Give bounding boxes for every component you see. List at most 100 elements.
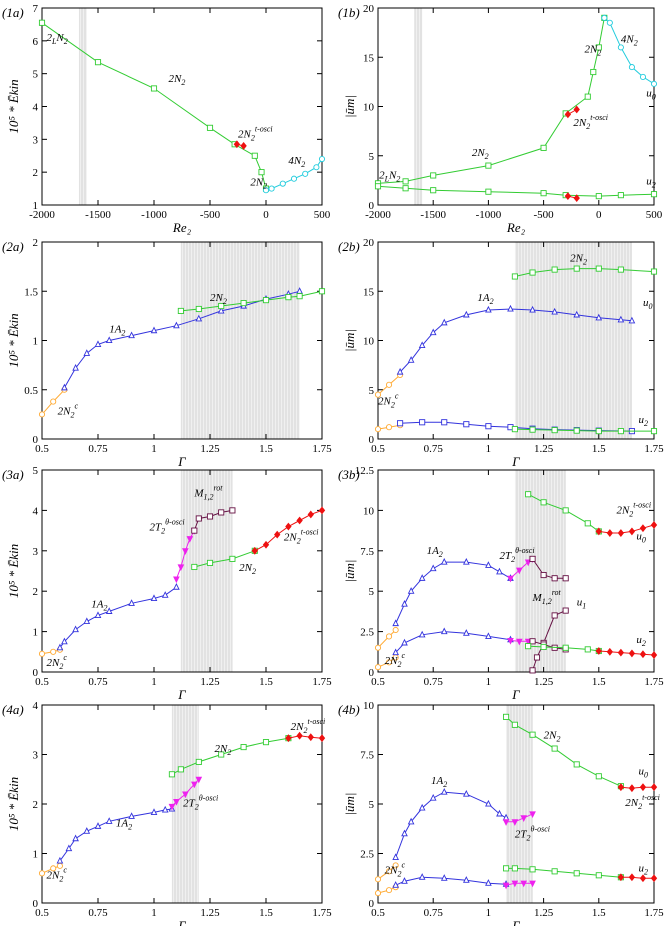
- series-annotation: 2N2t-osci: [573, 113, 608, 131]
- series-annotation: 2N2t-osci: [616, 501, 651, 519]
- data-series: [374, 626, 399, 651]
- chart-panel-2b: 0.5 0.75 1 1.25 1.5 1.75 0 5 10 15 20(2b) Γ |ūm| 1A2…: [338, 237, 664, 469]
- x-tick-label: 1.25: [534, 443, 554, 455]
- y-axis-label: |ūm|: [342, 95, 357, 118]
- data-point: [392, 626, 399, 634]
- data-point: [639, 73, 647, 80]
- y-tick-label: 1: [33, 200, 39, 212]
- data-point: [650, 80, 658, 87]
- chart-panel-1a: -2000 -1500 -1000 -500 0 500 1 2 3 4 5 6 7 (1a) Re₂ 10⁵…: [2, 3, 331, 235]
- data-point: [182, 548, 189, 555]
- data-point: [72, 363, 79, 371]
- data-point: [551, 868, 558, 875]
- data-point: [617, 428, 624, 435]
- data-point: [385, 381, 393, 388]
- data-point: [525, 491, 532, 498]
- data-point: [94, 611, 102, 618]
- x-tick-label: 1.5: [592, 907, 606, 919]
- data-series: [601, 14, 658, 87]
- data-point: [617, 873, 625, 882]
- x-tick-label: 1: [486, 907, 492, 919]
- data-point: [177, 564, 185, 572]
- x-tick-label: 0.5: [35, 443, 49, 455]
- data-series: [595, 521, 658, 537]
- x-tick-label: 500: [314, 209, 331, 221]
- y-tick-label: 2.5: [360, 627, 374, 639]
- data-series: [396, 304, 636, 375]
- data-point: [595, 265, 602, 272]
- data-point: [628, 784, 636, 793]
- x-tick-label: 1.5: [259, 907, 273, 919]
- series-annotation: u2: [636, 634, 646, 648]
- data-point: [507, 575, 514, 583]
- x-axis-label: Γ: [511, 918, 520, 926]
- data-point: [402, 185, 409, 192]
- y-tick-label: 1: [33, 627, 39, 639]
- data-point: [595, 193, 602, 200]
- series-annotation: 2N2: [169, 73, 186, 87]
- data-point: [485, 561, 492, 568]
- series-line: [506, 813, 533, 823]
- data-series: [511, 265, 658, 280]
- data-point: [515, 567, 523, 575]
- data-point: [430, 172, 437, 179]
- data-point: [296, 293, 303, 300]
- data-series: [392, 627, 514, 656]
- data-series: [507, 637, 532, 646]
- plot-frame: [377, 469, 655, 673]
- y-tick-label: 5: [369, 385, 375, 397]
- data-point: [525, 643, 532, 650]
- data-point: [503, 865, 510, 872]
- shaded-region: [78, 8, 87, 205]
- data-point: [617, 44, 624, 51]
- y-axis-label: 10⁵ * Ēkin: [6, 79, 21, 133]
- data-point: [617, 783, 625, 792]
- series-line: [59, 808, 172, 862]
- data-point: [485, 305, 492, 313]
- panel-label: (1b): [338, 5, 360, 20]
- data-point: [573, 194, 580, 203]
- series-line: [505, 882, 533, 886]
- series-annotation: 2T2θ-osci: [183, 793, 218, 811]
- data-point: [83, 349, 91, 356]
- x-tick-label: 0: [263, 209, 269, 221]
- x-tick-label: 0: [596, 209, 602, 221]
- y-tick-label: 3: [33, 134, 39, 146]
- data-point: [462, 558, 470, 565]
- data-point: [168, 771, 175, 778]
- data-point: [318, 734, 326, 743]
- data-point: [540, 499, 547, 506]
- series-annotation: 2LN2: [379, 169, 400, 183]
- data-point: [650, 191, 658, 198]
- data-point: [397, 420, 404, 427]
- data-series: [502, 811, 536, 826]
- data-point: [429, 793, 437, 801]
- data-point: [440, 627, 448, 635]
- data-point: [195, 305, 202, 313]
- data-point: [529, 811, 536, 819]
- series-annotation: 4N2: [621, 33, 638, 47]
- data-point: [392, 648, 399, 656]
- series-line: [532, 640, 566, 650]
- data-point: [374, 426, 382, 433]
- series-line: [377, 17, 605, 184]
- data-point: [628, 64, 635, 71]
- data-point: [105, 607, 113, 614]
- data-point: [628, 649, 636, 658]
- x-tick-label: -500: [534, 209, 555, 221]
- data-point: [313, 164, 320, 171]
- data-point: [485, 799, 492, 807]
- x-tick-label: -1500: [85, 209, 111, 221]
- data-series: [564, 192, 580, 203]
- y-axis-label: 10⁵ * Ēkin: [6, 777, 21, 831]
- data-series: [617, 873, 658, 883]
- x-tick-label: -1000: [476, 209, 502, 221]
- data-point: [240, 744, 247, 751]
- data-point: [285, 522, 292, 531]
- series-line: [377, 629, 397, 649]
- data-point: [595, 773, 602, 780]
- data-point: [374, 391, 382, 398]
- data-point: [524, 559, 532, 567]
- data-point: [217, 306, 225, 314]
- y-tick-label: 2: [33, 167, 39, 179]
